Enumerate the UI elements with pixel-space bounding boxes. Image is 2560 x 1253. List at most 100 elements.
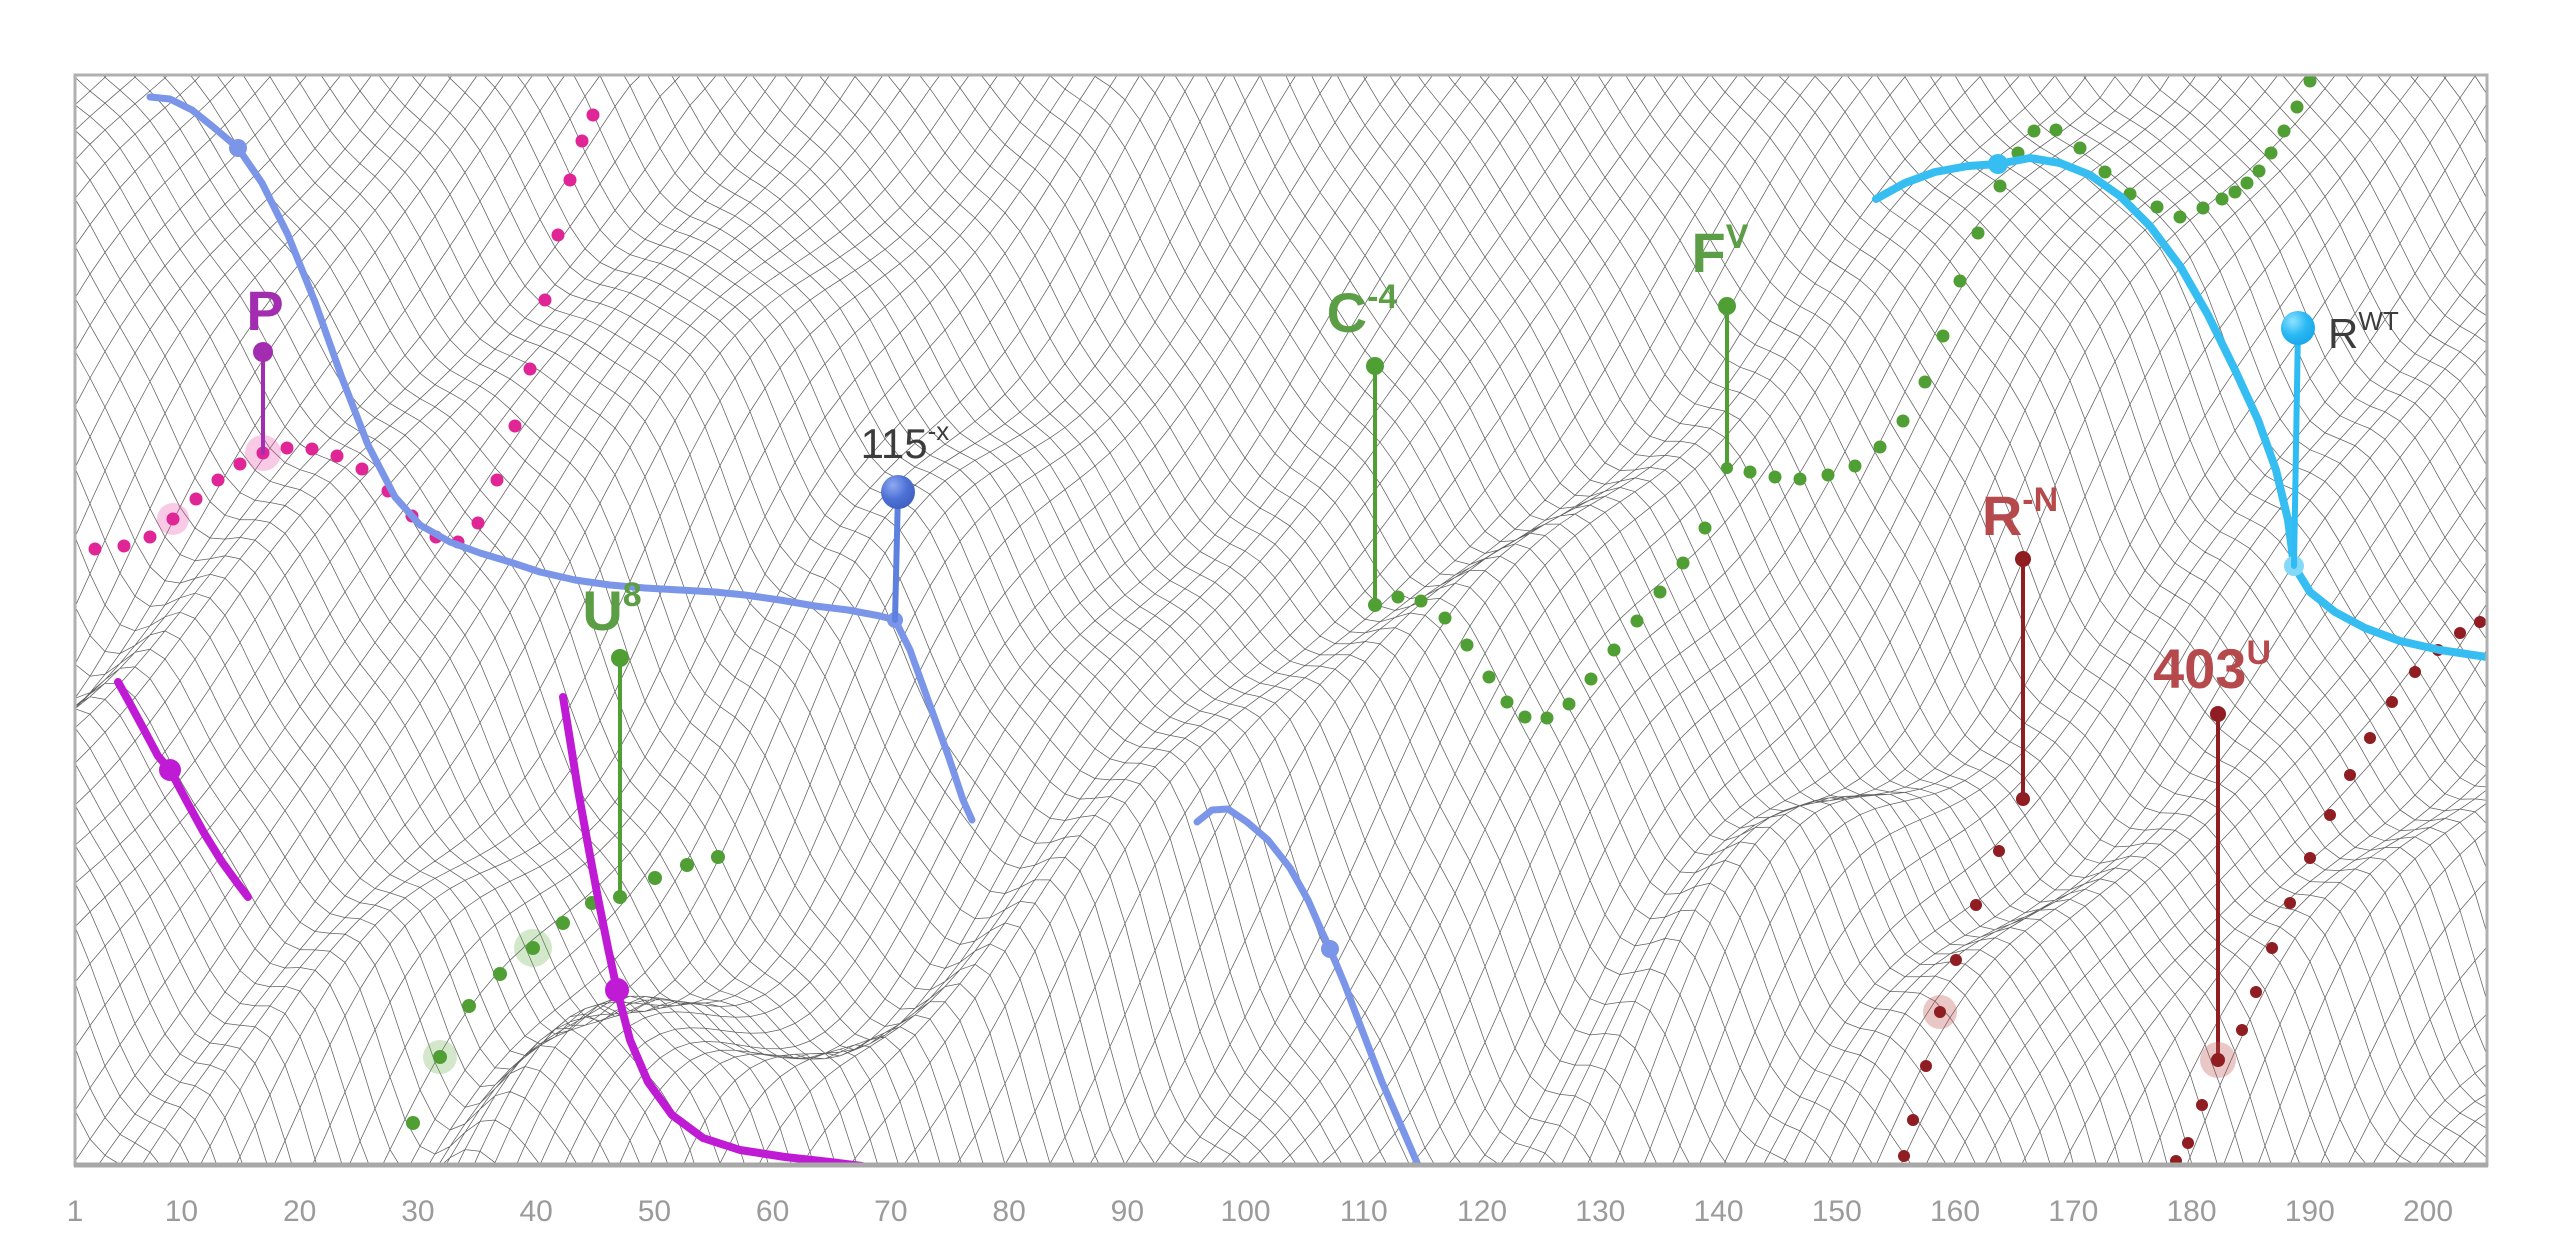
marker-115-x[interactable]: 115-x — [861, 416, 950, 623]
marker-C-4[interactable]: C-4 — [1327, 278, 1398, 612]
trajectory-dot — [605, 978, 629, 1002]
path-dot — [648, 871, 662, 885]
trajectory-dot — [159, 759, 181, 781]
path-dot — [1584, 672, 1598, 686]
marker-403U[interactable]: 403U — [2153, 634, 2271, 1078]
path-dot — [2277, 124, 2291, 138]
path-dot — [2049, 123, 2063, 137]
marker-label: C-4 — [1327, 278, 1398, 344]
path-pink-mutation-path[interactable] — [88, 108, 600, 556]
path-dot — [1896, 414, 1910, 428]
path-magenta-trajectory-left[interactable] — [114, 678, 252, 901]
path-dot — [575, 134, 589, 148]
trajectory-line — [114, 678, 252, 901]
path-dot — [1676, 556, 1690, 570]
path-dot — [1518, 710, 1532, 724]
path-green-path-valley[interactable] — [1391, 75, 2317, 725]
trajectory-line — [559, 693, 866, 1165]
path-dot — [1970, 899, 1982, 911]
x-axis: 1 10 20 30 40 50 60 70 80 90 100 110 120 130 140 150 160… — [67, 1195, 2453, 1228]
marker-P[interactable]: P — [246, 279, 284, 455]
x-axis-tick: 170 — [2048, 1195, 2098, 1228]
path-dot — [471, 516, 485, 530]
path-dot — [1950, 954, 1962, 966]
path-dot — [1993, 845, 2005, 857]
x-axis-tick: 150 — [1812, 1195, 1862, 1228]
trajectory-line — [1193, 805, 1422, 1165]
path-dot — [1768, 470, 1782, 484]
path-dot — [1971, 226, 1985, 240]
path-dot — [280, 441, 294, 455]
x-axis-tick: 100 — [1221, 1195, 1271, 1228]
path-dot — [433, 1050, 447, 1064]
x-axis-tick: 10 — [165, 1195, 198, 1228]
x-axis-tick: 140 — [1694, 1195, 1744, 1228]
path-dot — [1540, 711, 1554, 725]
path-dot — [1414, 594, 1428, 608]
x-axis-tick: 120 — [1457, 1195, 1507, 1228]
path-dot — [2228, 185, 2242, 199]
marker-base-dot — [2016, 792, 2030, 806]
marker-base-dot — [2211, 1053, 2225, 1067]
path-dot — [526, 941, 540, 955]
x-axis-tick: 90 — [1111, 1195, 1144, 1228]
path-dot — [2196, 201, 2210, 215]
path-dot — [2236, 1024, 2248, 1036]
path-dot — [2098, 165, 2112, 179]
path-dot — [2386, 696, 2398, 708]
marker-ball — [2015, 551, 2031, 567]
marker-label: P — [246, 279, 283, 342]
path-dot — [1698, 521, 1712, 535]
path-dot — [2252, 164, 2266, 178]
path-dot — [406, 1116, 420, 1130]
marker-label: 115-x — [861, 416, 950, 467]
path-blue-trajectory-lower[interactable] — [1193, 805, 1422, 1165]
path-dot — [211, 473, 225, 487]
path-dot — [1482, 670, 1496, 684]
path-dot — [493, 967, 507, 981]
marker-label: FV — [1692, 218, 1749, 284]
path-dot — [556, 916, 570, 930]
path-magenta-trajectory-main[interactable] — [559, 693, 866, 1166]
marker-RWT[interactable]: RWT — [2281, 306, 2399, 569]
marker-base-dot — [1368, 598, 1382, 612]
path-green-path-left[interactable] — [406, 850, 725, 1130]
path-dot — [2215, 192, 2229, 206]
path-dot — [355, 462, 369, 476]
path-dot — [1743, 465, 1757, 479]
path-dot — [2266, 942, 2278, 954]
trajectory-dot — [229, 139, 247, 157]
path-cyan-trajectory[interactable] — [1872, 154, 2487, 661]
path-dot — [1821, 468, 1835, 482]
x-axis-tick: 30 — [401, 1195, 434, 1228]
marker-ball — [1718, 297, 1736, 315]
path-dot — [189, 492, 203, 506]
path-dot — [2474, 616, 2486, 628]
x-axis-tick: 130 — [1575, 1195, 1625, 1228]
marker-FV[interactable]: FV — [1692, 218, 1749, 474]
path-dot — [1907, 1114, 1919, 1126]
x-axis-tick: 110 — [1340, 1195, 1388, 1228]
marker-R-N[interactable]: R-N — [1982, 481, 2058, 806]
path-dot — [166, 512, 180, 526]
path-dot — [1438, 611, 1452, 625]
path-dot — [1873, 440, 1887, 454]
marker-U8[interactable]: U8 — [582, 576, 642, 904]
path-dot — [2284, 897, 2296, 909]
path-dot — [2364, 732, 2376, 744]
x-axis-tick: 50 — [638, 1195, 671, 1228]
x-axis-tick: 20 — [283, 1195, 316, 1228]
path-dot — [88, 542, 102, 556]
path-red-path-r[interactable] — [1898, 845, 2005, 1162]
path-dot — [233, 457, 247, 471]
path-dot — [508, 419, 522, 433]
x-axis-tick: 80 — [992, 1195, 1025, 1228]
path-dot — [2344, 769, 2356, 781]
path-dot — [2264, 146, 2278, 160]
trajectory-line — [1872, 154, 2487, 661]
path-dot — [462, 999, 476, 1013]
